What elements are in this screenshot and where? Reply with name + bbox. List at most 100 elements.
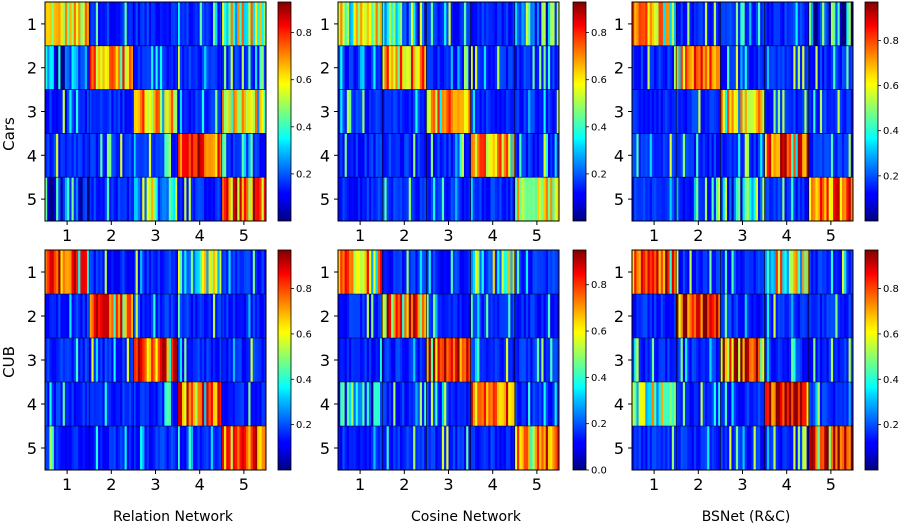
heatmap-cell (217, 133, 220, 178)
heatmap-cell (724, 250, 728, 294)
heatmap-cell (362, 382, 365, 426)
heatmap-cell (545, 89, 549, 134)
heatmap-cell (651, 426, 655, 470)
heatmap-cell (237, 133, 240, 178)
heatmap-cell (133, 133, 137, 178)
heatmap-cell (219, 45, 223, 90)
heatmap-cell (368, 177, 372, 221)
heatmap-cell (545, 2, 549, 46)
heatmap-cell (228, 177, 232, 221)
heatmap-cell (257, 133, 260, 178)
heatmap-cell (788, 133, 792, 178)
heatmap-cell (839, 338, 843, 382)
heatmap-cell (702, 426, 706, 470)
heatmap-cell (62, 294, 66, 338)
heatmap-cell (153, 133, 156, 178)
heatmap-cell (406, 338, 410, 382)
heatmap-cell (128, 250, 132, 294)
heatmap-cell (662, 426, 666, 470)
heatmap-cell (190, 426, 194, 470)
heatmap-cell (764, 45, 768, 90)
heatmap-cell (56, 250, 59, 294)
heatmap-cell (799, 338, 803, 382)
heatmap-cell (727, 133, 730, 178)
heatmap-cell (364, 382, 368, 426)
heatmap-cell (735, 426, 739, 470)
heatmap-cell (455, 89, 458, 134)
heatmap-cell (415, 89, 418, 134)
heatmap-cell (457, 250, 460, 294)
heatmap-cell (676, 133, 679, 178)
heatmap-cell (344, 133, 348, 178)
heatmap-cell (749, 426, 752, 470)
heatmap-cell (252, 45, 256, 90)
colorbar-tick-label: 0.8 (883, 36, 899, 47)
heatmap-cell (494, 338, 498, 382)
heatmap-cell (186, 133, 190, 178)
heatmap-cell (715, 250, 719, 294)
heatmap-cell (102, 45, 106, 90)
heatmap-cell (645, 426, 648, 470)
heatmap-cell (188, 382, 192, 426)
heatmap-cell (713, 294, 717, 338)
heatmap-cell (470, 294, 474, 338)
heatmap-cell (556, 133, 560, 178)
heatmap-cell (671, 133, 675, 178)
heatmap-cell (388, 177, 392, 221)
heatmap-cell (133, 177, 137, 221)
heatmap-cell (530, 45, 533, 90)
heatmap-cell (510, 294, 513, 338)
heatmap-cell (186, 294, 190, 338)
heatmap-cell (113, 177, 117, 221)
heatmap-cell (556, 294, 560, 338)
heatmap-cell (93, 426, 97, 470)
heatmap-cell (528, 2, 531, 46)
heatmap-cell (554, 45, 558, 90)
heatmap-cell (91, 250, 95, 294)
heatmap-cell (461, 177, 465, 221)
heatmap-cell (368, 89, 372, 134)
heatmap-cell (58, 426, 61, 470)
heatmap-cell (724, 2, 728, 46)
heatmap-cell (111, 45, 114, 90)
heatmap-cell (51, 382, 55, 426)
heatmap-cell (850, 45, 854, 90)
heatmap-cell (640, 382, 644, 426)
heatmap-cell (457, 177, 460, 221)
heatmap-cell (93, 382, 97, 426)
heatmap-cell (547, 338, 551, 382)
heatmap-cell (232, 426, 236, 470)
heatmap-cell (786, 177, 790, 221)
heatmap-cell (682, 2, 686, 46)
heatmap-cell (786, 382, 790, 426)
heatmap-cell (60, 250, 64, 294)
heatmap-cell (769, 382, 772, 426)
heatmap-cell (342, 250, 346, 294)
heatmap-cell (257, 89, 260, 134)
heatmap-cell (680, 250, 684, 294)
heatmap-cell (640, 89, 644, 134)
heatmap-cell (784, 89, 788, 134)
heatmap-cell (709, 250, 712, 294)
heatmap-cell (536, 426, 540, 470)
heatmap-cell (742, 426, 746, 470)
heatmap-cell (346, 133, 350, 178)
heatmap-cell (89, 338, 92, 382)
heatmap-cell (804, 133, 807, 178)
heatmap-cell (45, 250, 48, 294)
heatmap-cell (199, 338, 203, 382)
heatmap-cell (636, 177, 640, 221)
heatmap-cell (351, 177, 354, 221)
heatmap-cell (237, 89, 240, 134)
heatmap-cell (448, 133, 452, 178)
heatmap-cell (760, 45, 763, 90)
heatmap-cell (175, 45, 178, 90)
heatmap-cell (689, 89, 693, 134)
heatmap-cell (362, 133, 365, 178)
heatmap-cell (711, 133, 715, 178)
heatmap-cell (135, 89, 139, 134)
heatmap-cell (170, 133, 174, 178)
colorbar-tick-label: 0.4 (591, 122, 607, 133)
heatmap-cell (481, 294, 485, 338)
heatmap-cell (795, 133, 799, 178)
